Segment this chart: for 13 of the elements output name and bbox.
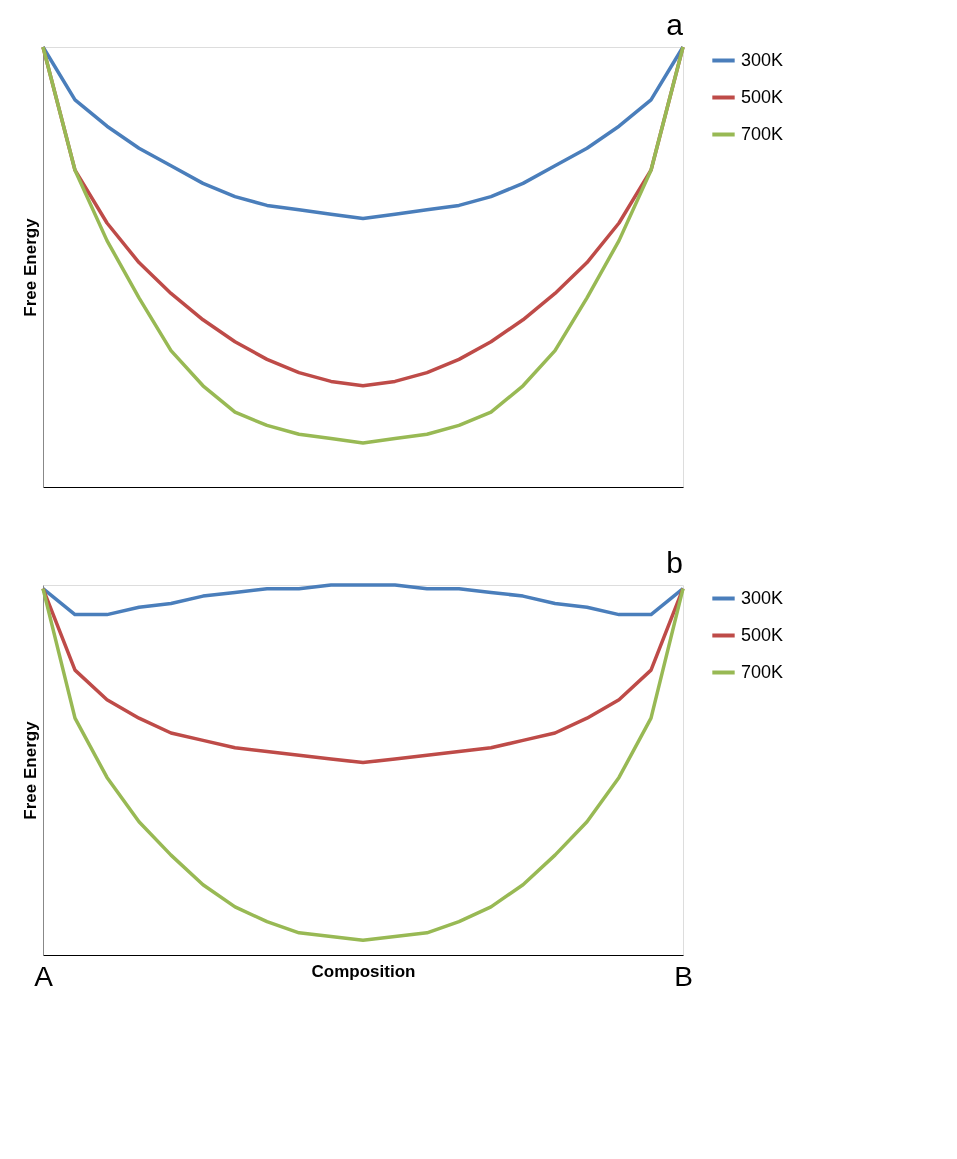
legend-label: 500K (741, 624, 784, 645)
legend-label: 300K (741, 587, 784, 608)
y-axis-title: Free Energy (20, 217, 40, 317)
x-tick-label: B (674, 960, 693, 992)
x-axis-title: Composition (311, 961, 416, 981)
legend-label: 500K (741, 86, 784, 107)
legend-label: 700K (741, 123, 784, 144)
chart-title: b (666, 546, 683, 580)
legend-label: 700K (741, 661, 784, 682)
y-axis-title: Free Energy (20, 720, 40, 820)
chart-title: a (666, 8, 684, 42)
legend-label: 300K (741, 49, 784, 70)
x-tick-label: A (34, 960, 54, 992)
